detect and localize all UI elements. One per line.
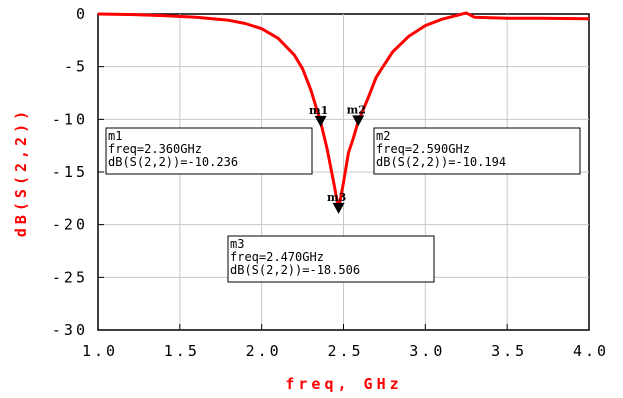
readout-line: m3 [230, 237, 244, 251]
y-tick-label: -15 [52, 163, 88, 181]
readout-line: dB(S(2,2))=-10.194 [376, 155, 506, 169]
readout-line: freq=2.360GHz [108, 142, 202, 156]
readout-line: dB(S(2,2))=-18.506 [230, 263, 360, 277]
readout-line: freq=2.590GHz [376, 142, 470, 156]
series-layer [97, 11, 590, 211]
y-tick-label: 0 [76, 5, 88, 23]
readout-box [373, 127, 581, 175]
ticks: 1.0 1.5 2.0 2.5 3.0 3.5 4.0 0 -5 -10 -15 -20 -25 -30 [52, 5, 609, 360]
readout-line: m2 [376, 129, 390, 143]
markers: m1 m2 m3 [309, 103, 366, 214]
y-tick-label: -20 [52, 216, 88, 234]
marker-m1-icon [314, 115, 327, 127]
series-line [97, 11, 590, 211]
marker-m3-icon [332, 202, 345, 214]
readout-line: dB(S(2,2))=-10.236 [108, 155, 238, 169]
readout-line: freq=2.470GHz [230, 250, 324, 264]
x-tick-label: 1.5 [164, 342, 200, 360]
y-tick-label: -30 [52, 321, 88, 339]
marker-m2-label: m2 [347, 103, 366, 116]
readout-box [105, 127, 313, 175]
marker-readouts: m1freq=2.360GHzdB(S(2,2))=-10.236m2freq=… [105, 127, 581, 283]
marker-m3-label: m3 [327, 191, 346, 204]
x-tick-label: 1.0 [82, 342, 118, 360]
marker-m1-label: m1 [309, 104, 328, 117]
y-axis-title: dB(S(2,2)) [12, 107, 30, 237]
x-tick-label: 2.5 [327, 342, 363, 360]
y-tick-label: -10 [52, 110, 88, 128]
x-tick-label: 3.0 [409, 342, 445, 360]
x-tick-label: 2.0 [246, 342, 282, 360]
readout-box [227, 235, 435, 283]
x-axis-title: freq, GHz [285, 375, 402, 393]
y-tick-label: -5 [64, 58, 88, 76]
y-tick-label: -25 [52, 268, 88, 286]
x-tick-label: 3.5 [491, 342, 527, 360]
marker-m2-icon [352, 115, 365, 127]
x-tick-label: 4.0 [573, 342, 609, 360]
readout-line: m1 [108, 129, 122, 143]
